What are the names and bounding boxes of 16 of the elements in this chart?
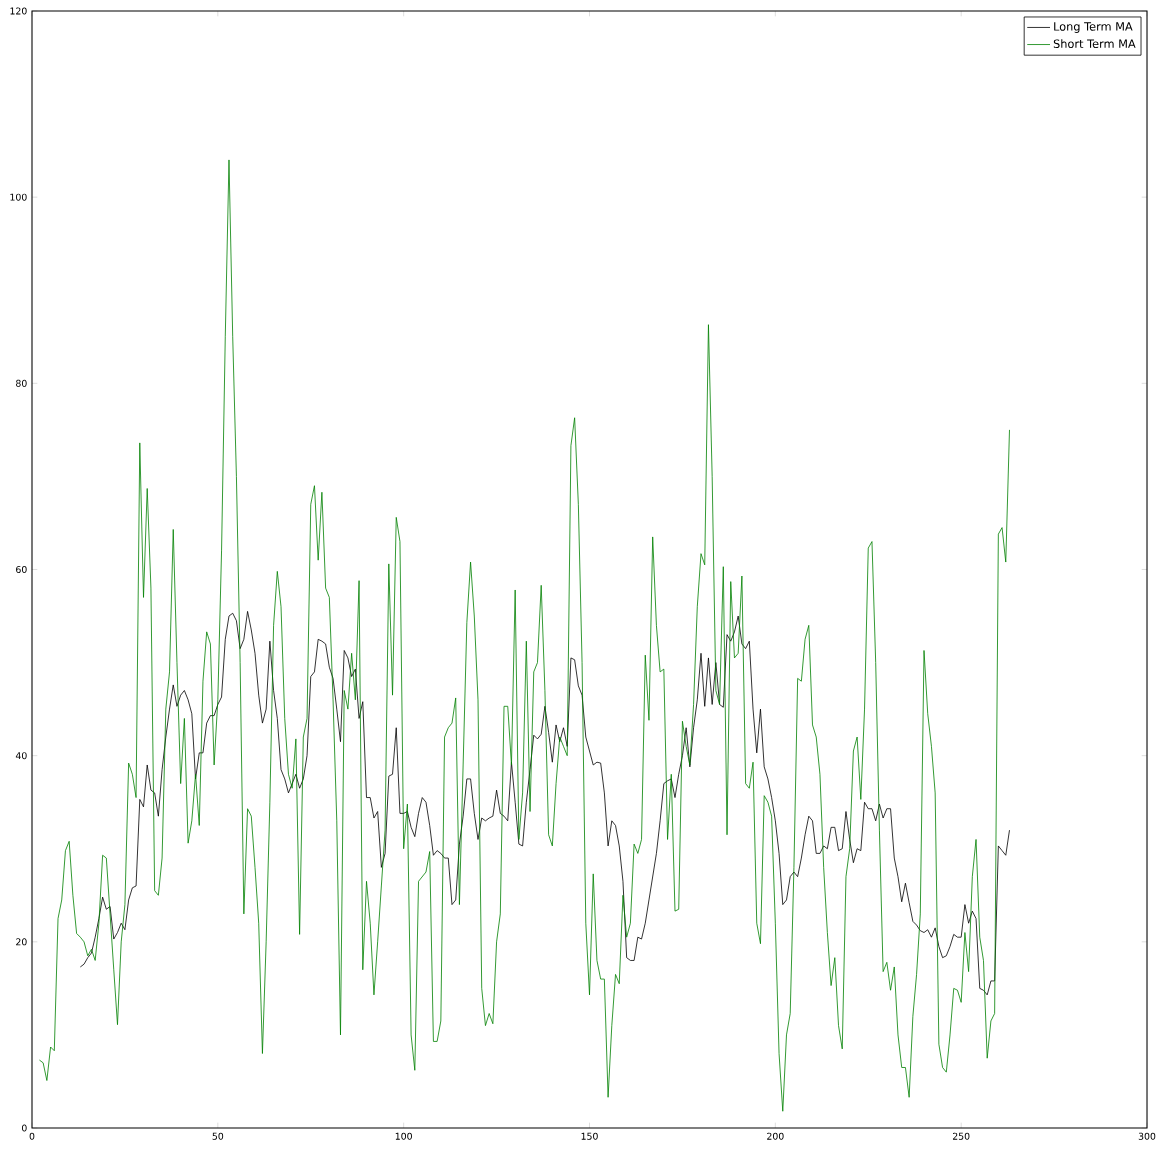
y-tick-label: 100 [10, 193, 27, 201]
legend-label: Long Term MA [1054, 22, 1133, 33]
x-tick-label: 100 [395, 1132, 412, 1140]
legend-label: Short Term MA [1053, 39, 1136, 49]
y-tick-label: 0 [21, 1124, 27, 1132]
y-tick-label: 80 [16, 379, 27, 387]
y-tick-label: 120 [10, 7, 27, 15]
x-tick-label: 200 [767, 1132, 784, 1140]
y-tick-label: 40 [15, 752, 27, 760]
x-tick-label: 150 [581, 1132, 598, 1140]
x-tick-label: 250 [952, 1132, 970, 1140]
x-tick-label: 50 [212, 1132, 224, 1140]
y-tick-label: 60 [16, 565, 27, 574]
y-tick-label: 20 [16, 938, 27, 946]
x-tick-label: 300 [1138, 1132, 1156, 1140]
x-tick-label: 0 [29, 1132, 35, 1140]
